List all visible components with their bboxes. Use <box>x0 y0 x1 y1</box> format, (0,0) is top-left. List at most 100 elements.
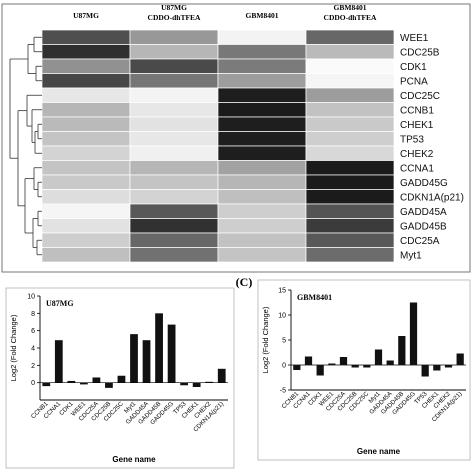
gbm8401-bar-tp53 <box>421 365 429 377</box>
heatmap-cell-chek1-1 <box>41 116 131 132</box>
heatmap-cell-wee1-4 <box>305 29 395 45</box>
u87mg-bar-ccnb1 <box>42 382 51 387</box>
u87mg-y-axis-label: Log2 (Fold Change) <box>9 314 18 381</box>
u87mg-y-tick-label: 4 <box>31 346 35 353</box>
heatmap-column-label: U87MG <box>161 3 187 12</box>
heatmap-cell-cdkn1a-p21-3 <box>217 189 307 205</box>
heatmap-cell-chek2-3 <box>217 145 307 161</box>
u87mg-chart-title: U87MG <box>46 299 74 308</box>
heatmap-row-label: Myt1 <box>400 250 422 261</box>
panel-c-label: (C) <box>236 275 253 289</box>
heatmap-cell-ccna1-2 <box>129 160 219 176</box>
heatmap-panel-frame <box>1 3 471 273</box>
heatmap-cell-chek2-2 <box>129 145 219 161</box>
heatmap-cell-cdc25c-2 <box>129 87 219 103</box>
heatmap-cell-wee1-3 <box>217 29 307 45</box>
gbm8401-bar-cdc25a <box>339 357 348 365</box>
heatmap-cell-myt1-4 <box>305 247 395 263</box>
heatmap-cell-ccnb1-2 <box>129 102 219 118</box>
u87mg-bar-cdc25c <box>117 375 126 383</box>
gbm8401-bar-gadd45g <box>409 302 418 365</box>
heatmap-cell-cdc25c-1 <box>41 87 131 103</box>
heatmap-cell-cdc25a-1 <box>41 232 131 248</box>
heatmap-cell-myt1-3 <box>217 247 307 263</box>
heatmap-cell-ccnb1-4 <box>305 102 395 118</box>
u87mg-x-axis-label: Gene name <box>112 455 156 464</box>
heatmap-cell-cdc25b-4 <box>305 44 395 60</box>
heatmap-cell-cdk1-3 <box>217 58 307 74</box>
heatmap-cell-cdk1-1 <box>41 58 131 74</box>
row-dendrogram <box>9 36 42 256</box>
heatmap-cell-myt1-1 <box>41 247 131 263</box>
heatmap-cell-gadd45a-2 <box>129 203 219 219</box>
heatmap-cell-gadd45b-3 <box>217 218 307 234</box>
gbm8401-y-tick-label: 15 <box>278 288 286 295</box>
u87mg-bar-chek2 <box>205 381 214 383</box>
heatmap-row-label: CDC25B <box>400 47 440 58</box>
u87mg-bar-myt1 <box>130 334 138 383</box>
heatmap-cell-cdk1-2 <box>129 58 219 74</box>
heatmap-cell-gadd45a-1 <box>41 203 131 219</box>
gbm8401-bar-gadd45b <box>398 336 406 365</box>
heatmap-cell-ccnb1-3 <box>217 102 307 118</box>
u87mg-bar-tp53 <box>180 382 189 386</box>
heatmap-cell-gadd45b-4 <box>305 218 395 234</box>
heatmap-cell-gadd45b-2 <box>129 218 219 234</box>
u87mg-y-tick-label: 6 <box>31 328 35 335</box>
heatmap-cell-pcna-1 <box>41 73 131 89</box>
heatmap-cell-gadd45g-4 <box>305 174 395 190</box>
u87mg-bar-chek1 <box>192 382 201 387</box>
gbm8401-bar-chek2 <box>444 365 453 368</box>
u87mg-bar-gadd45a <box>142 340 151 383</box>
heatmap-row-label: GADD45G <box>400 178 448 189</box>
heatmap-row-label: TP53 <box>400 134 424 145</box>
heatmap-cell-gadd45g-1 <box>41 174 131 190</box>
gbm8401-y-tick-label: -5 <box>280 388 286 395</box>
heatmap-cell-cdc25a-4 <box>305 232 395 248</box>
gbm8401-bar-cdc25c <box>363 365 371 368</box>
heatmap-row-label: GADD45B <box>400 221 447 232</box>
heatmap-cell-ccnb1-1 <box>41 102 131 118</box>
heatmap-cell-gadd45b-1 <box>41 218 131 234</box>
heatmap-cell-cdc25b-1 <box>41 44 131 60</box>
heatmap-row-label: CDK1 <box>400 62 427 73</box>
heatmap-column-label: CDDO-dhTFEA <box>148 13 202 22</box>
gbm8401-bar-chek1 <box>433 365 441 371</box>
u87mg-bar-cdkn1a-p21 <box>217 368 226 383</box>
heatmap-cell-ccna1-3 <box>217 160 307 176</box>
u87mg-bar-ccna1 <box>54 340 63 383</box>
heatmap-cell-pcna-3 <box>217 73 307 89</box>
heatmap-cell-cdc25c-3 <box>217 87 307 103</box>
heatmap-cell-wee1-1 <box>41 29 131 45</box>
heatmap-row-label: CCNA1 <box>400 163 434 174</box>
heatmap-cell-cdc25c-4 <box>305 87 395 103</box>
heatmap-cell-cdc25b-3 <box>217 44 307 60</box>
gbm8401-bar-cdkn1a-p21 <box>456 353 464 365</box>
heatmap-cell-cdc25b-2 <box>129 44 219 60</box>
heatmap-cell-tp53-4 <box>305 131 395 147</box>
heatmap-column-label: U87MG <box>73 11 99 20</box>
heatmap-cell-wee1-2 <box>129 29 219 45</box>
gbm8401-y-tick-label: 10 <box>278 313 286 320</box>
u87mg-y-tick-label: 8 <box>31 311 35 318</box>
gbm8401-bar-gadd45a <box>386 360 394 365</box>
heatmap-cell-cdc25a-3 <box>217 232 307 248</box>
gbm8401-x-axis-label: Gene name <box>357 447 401 456</box>
gbm8401-bar-chart: -5051015CCNB1CCNA1CDK1WEE1CDC25ACDC25BCD… <box>261 288 466 456</box>
heatmap-row-label: CDC25C <box>400 91 440 102</box>
heatmap-cell-chek2-1 <box>41 145 131 161</box>
heatmap-cell-cdkn1a-p21-2 <box>129 189 219 205</box>
u87mg-y-tick-label: 0 <box>31 380 35 387</box>
heatmap-cell-cdk1-4 <box>305 58 395 74</box>
heatmap-row-label: PCNA <box>400 76 428 87</box>
u87mg-y-tick-label: 10 <box>27 294 35 301</box>
heatmap-row-label: CHEK1 <box>400 120 434 131</box>
u87mg-y-tick-label: 2 <box>31 363 35 370</box>
gbm8401-y-tick-label: 0 <box>282 363 286 370</box>
heatmap-cell-cdc25a-2 <box>129 232 219 248</box>
gbm8401-chart-title: GBM8401 <box>297 293 332 302</box>
heatmap-cell-gadd45a-4 <box>305 203 395 219</box>
heatmap-cell-tp53-3 <box>217 131 307 147</box>
heatmap-column-label: GBM8401 <box>334 3 367 12</box>
